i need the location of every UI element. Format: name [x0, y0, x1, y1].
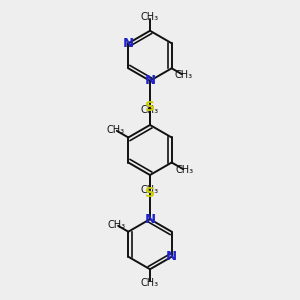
Text: CH₃: CH₃: [176, 165, 194, 175]
Text: CH₃: CH₃: [141, 185, 159, 195]
Text: N: N: [166, 250, 177, 263]
Text: CH₃: CH₃: [106, 125, 124, 135]
Text: CH₃: CH₃: [141, 105, 159, 115]
Text: N: N: [123, 37, 134, 50]
Text: N: N: [144, 74, 156, 87]
Text: S: S: [145, 100, 155, 114]
Text: CH₃: CH₃: [141, 13, 159, 22]
Text: CH₃: CH₃: [174, 70, 192, 80]
Text: N: N: [144, 213, 156, 226]
Text: CH₃: CH₃: [141, 278, 159, 287]
Text: S: S: [145, 186, 155, 200]
Text: CH₃: CH₃: [108, 220, 126, 230]
